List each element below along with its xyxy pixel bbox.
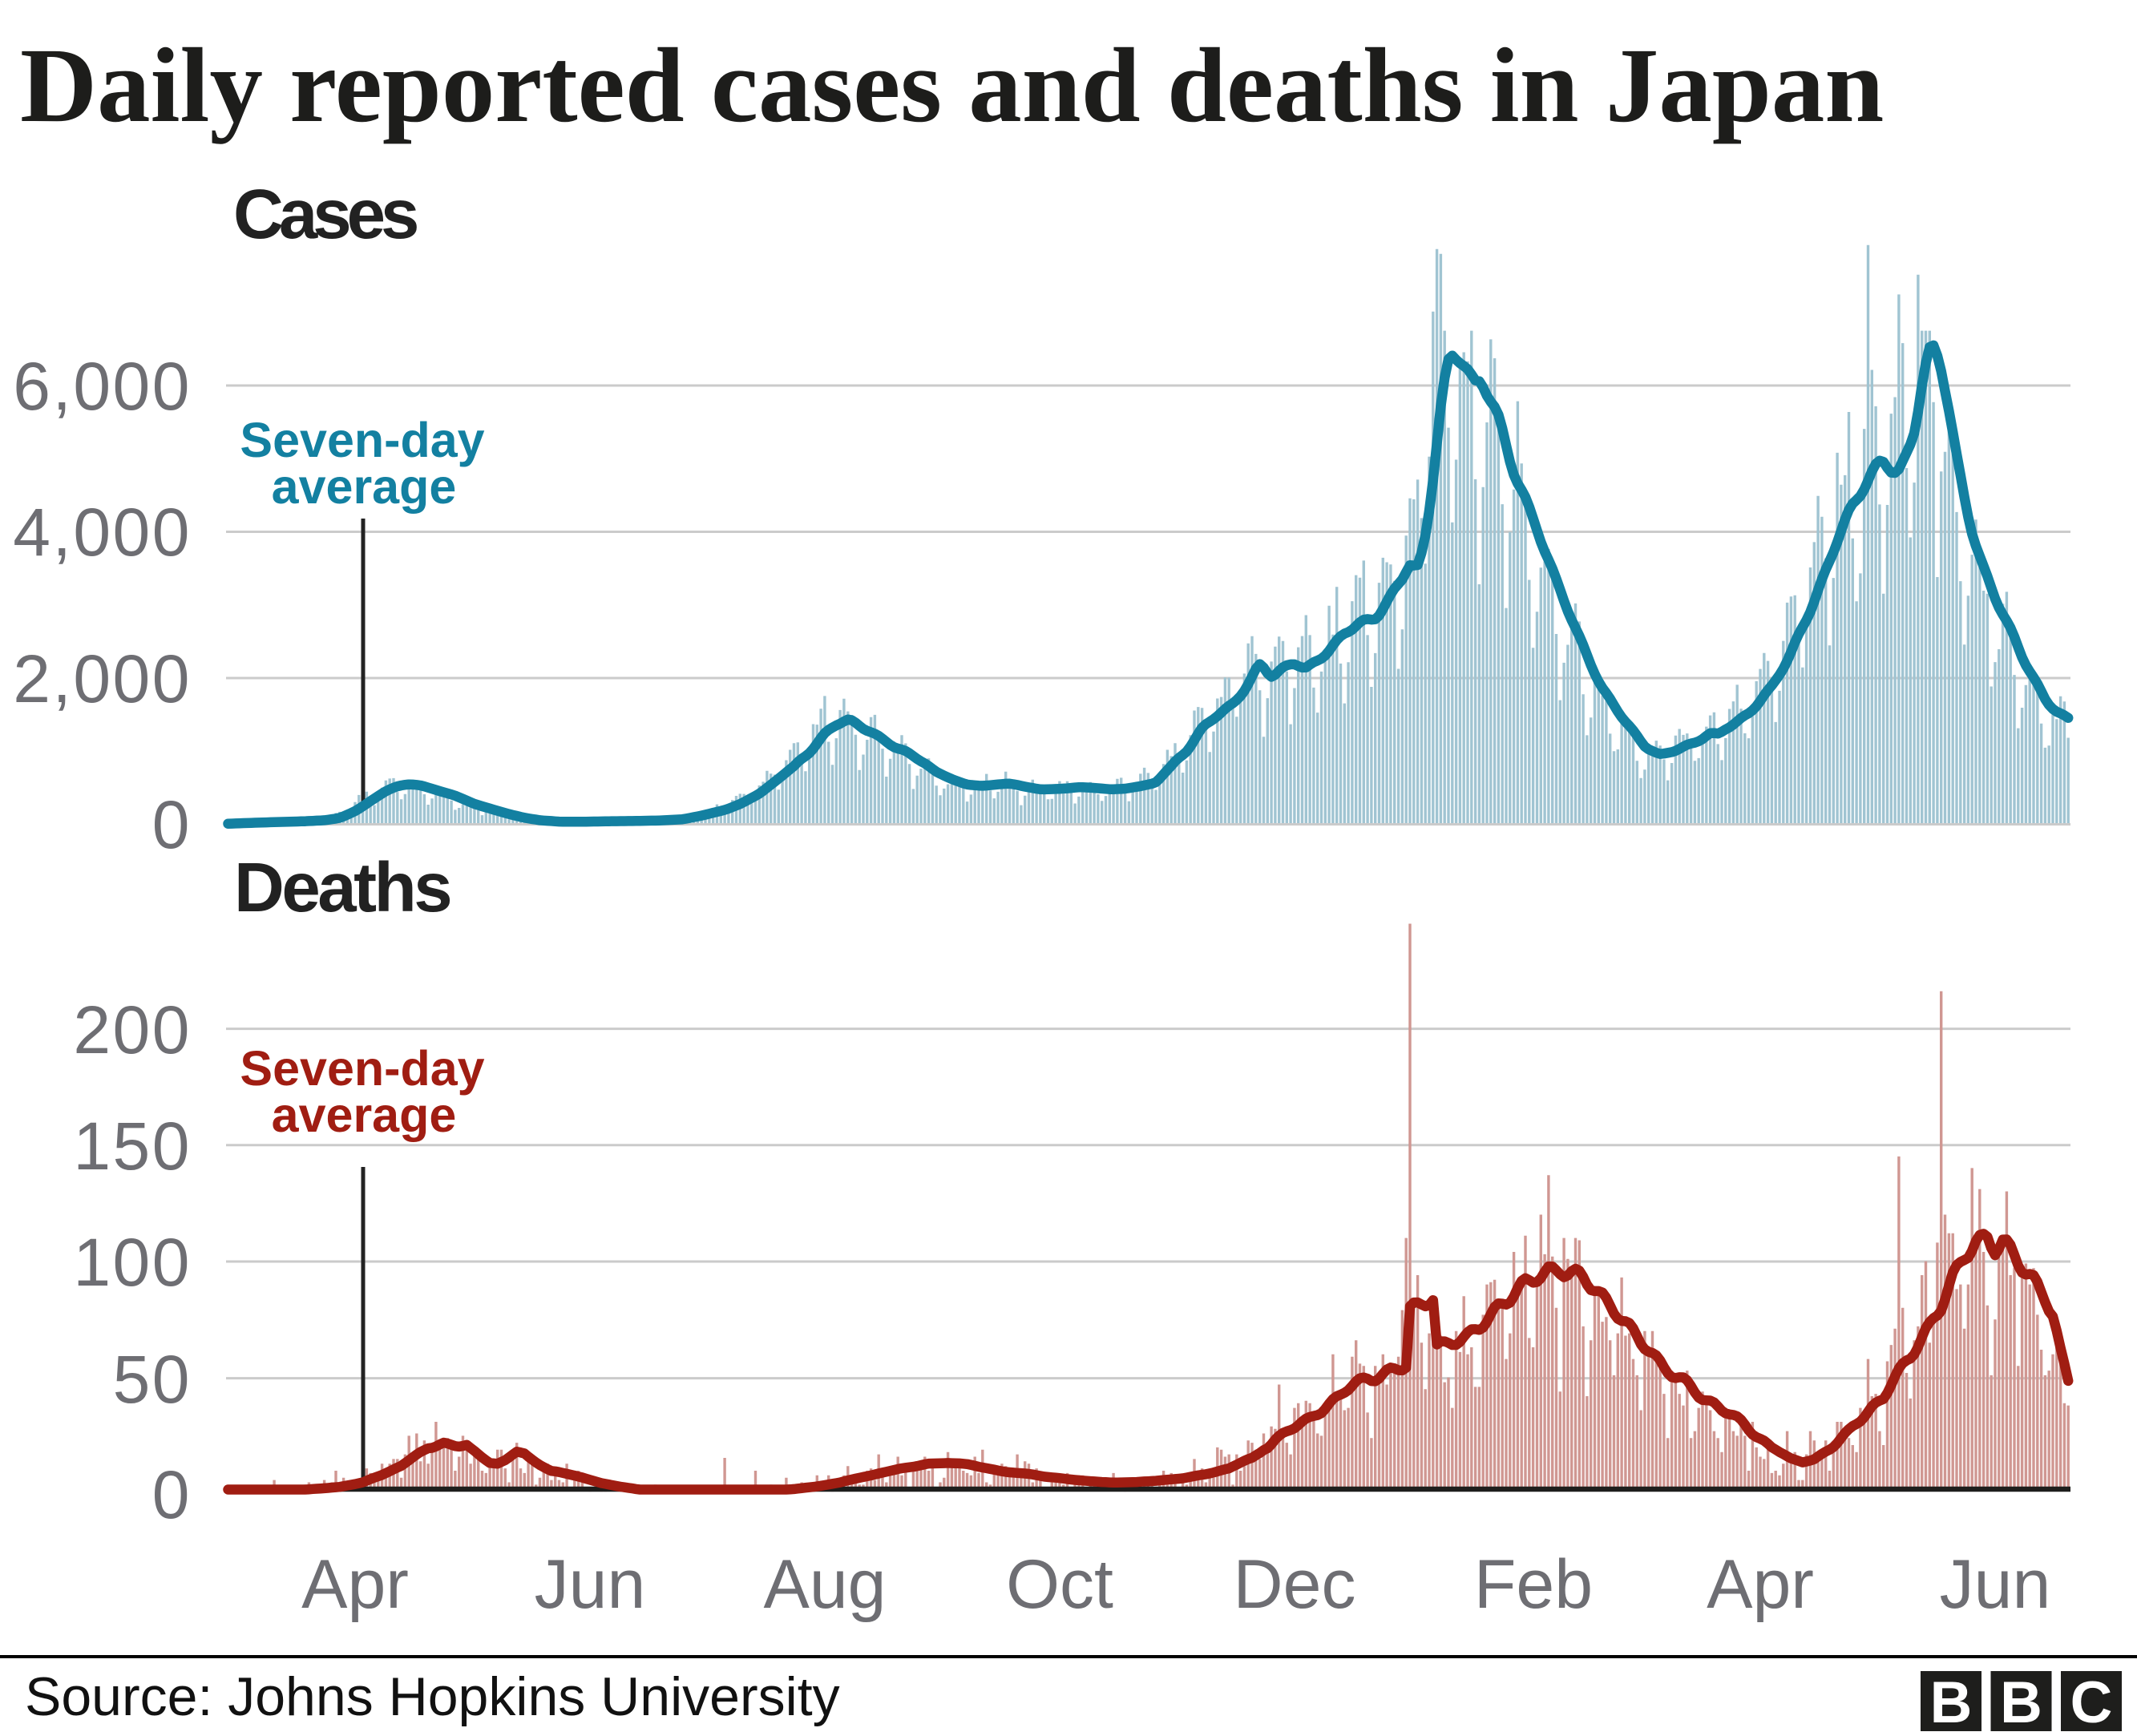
svg-text:2,000: 2,000 xyxy=(13,641,192,717)
svg-text:B: B xyxy=(2000,1670,2042,1735)
svg-text:6,000: 6,000 xyxy=(13,349,192,424)
svg-text:0: 0 xyxy=(152,1457,192,1532)
svg-text:100: 100 xyxy=(73,1225,192,1300)
svg-text:Jun: Jun xyxy=(1940,1546,2051,1623)
svg-text:4,000: 4,000 xyxy=(13,495,192,570)
svg-text:Seven-day: Seven-day xyxy=(240,1041,484,1096)
svg-text:200: 200 xyxy=(73,992,192,1068)
svg-text:Oct: Oct xyxy=(1006,1546,1113,1623)
svg-text:Seven-day: Seven-day xyxy=(240,413,484,467)
svg-text:C: C xyxy=(2070,1670,2113,1735)
svg-text:50: 50 xyxy=(113,1342,192,1417)
svg-text:average: average xyxy=(272,459,457,514)
svg-text:average: average xyxy=(272,1088,457,1142)
svg-text:Source: Johns Hopkins Universi: Source: Johns Hopkins University xyxy=(25,1666,840,1727)
svg-text:Jun: Jun xyxy=(535,1546,646,1623)
svg-text:Deaths: Deaths xyxy=(234,849,450,927)
svg-text:Feb: Feb xyxy=(1474,1546,1593,1623)
svg-text:0: 0 xyxy=(152,787,192,862)
svg-text:150: 150 xyxy=(73,1108,192,1184)
svg-text:Daily reported cases and death: Daily reported cases and deaths in Japan xyxy=(20,26,1884,144)
svg-text:Aug: Aug xyxy=(763,1546,886,1623)
svg-text:Dec: Dec xyxy=(1234,1546,1356,1623)
svg-text:Cases: Cases xyxy=(233,176,417,253)
svg-text:B: B xyxy=(1930,1670,1973,1735)
svg-text:Apr: Apr xyxy=(301,1546,409,1623)
svg-text:Apr: Apr xyxy=(1707,1546,1814,1623)
